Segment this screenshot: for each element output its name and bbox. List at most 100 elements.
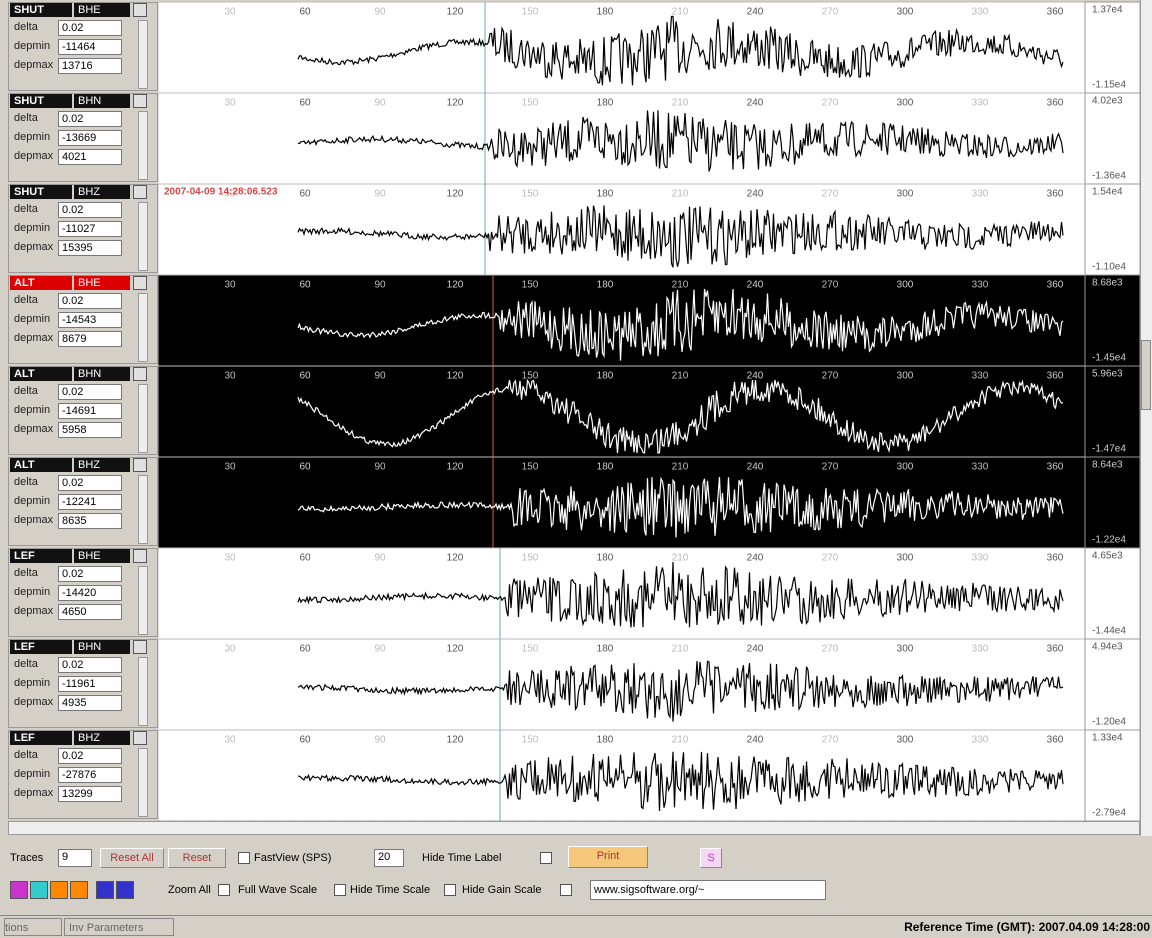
toolbar-button[interactable] [96,881,114,899]
field-value[interactable]: 0.02 [58,475,122,491]
s-button[interactable]: S [700,848,722,868]
time-tick-label: 60 [299,280,311,291]
field-label: delta [14,203,38,215]
field-value[interactable]: 0.02 [58,384,122,400]
channel-dropdown[interactable] [133,731,147,745]
panel-scrollbar [138,748,148,817]
field-value[interactable]: 5958 [58,422,122,438]
field-label: delta [14,749,38,761]
url-field[interactable]: www.sigsoftware.org/~ [590,880,826,900]
channel-dropdown[interactable] [133,458,147,472]
hide-time-scale-checkbox[interactable] [444,884,456,896]
field-value[interactable]: -11961 [58,676,122,692]
field-value[interactable]: 8635 [58,513,122,529]
field-value[interactable]: 0.02 [58,111,122,127]
field-value[interactable]: -14420 [58,585,122,601]
time-tick-label: 270 [822,98,839,109]
time-tick-label: 90 [374,7,386,18]
channel-dropdown[interactable] [133,3,147,17]
time-tick-label: 330 [972,189,989,200]
time-tick-label: 360 [1047,462,1064,473]
waveform [297,110,1064,172]
channel-label: BHN [74,367,130,381]
field-label: depmin [14,40,51,52]
field-value[interactable]: 0.02 [58,566,122,582]
field-value[interactable]: -14543 [58,312,122,328]
time-tick-label: 210 [672,644,689,655]
time-tick-label: 330 [972,98,989,109]
channel-dropdown[interactable] [133,367,147,381]
field-value[interactable]: 0.02 [58,202,122,218]
gain-top-label: 4.94e3 [1092,642,1123,653]
time-tick-label: 360 [1047,98,1064,109]
toolbar-button[interactable] [30,881,48,899]
traces-input[interactable]: 9 [58,849,92,867]
label: Traces [10,852,44,864]
waveform [297,751,1064,812]
gain-column [1084,638,1141,731]
field-value[interactable]: 0.02 [58,20,122,36]
time-tick-label: 330 [972,371,989,382]
field-value[interactable]: 4021 [58,149,122,165]
field-value[interactable]: 0.02 [58,748,122,764]
field-value[interactable]: 0.02 [58,657,122,673]
channel-dropdown[interactable] [133,94,147,108]
toolbar-button[interactable] [70,881,88,899]
time-tick-label: 240 [747,98,764,109]
fastview-checkbox[interactable] [238,852,250,864]
reset-all-button[interactable]: Reset All [100,848,164,868]
field-value[interactable]: -27876 [58,767,122,783]
hide-time-label-checkbox[interactable] [540,852,552,864]
field-value[interactable]: 8679 [58,331,122,347]
field-value[interactable]: -13669 [58,130,122,146]
toolbar-button[interactable] [50,881,68,899]
full-wave-checkbox[interactable] [334,884,346,896]
scroll-thumb[interactable] [1141,340,1151,410]
field-label: depmax [14,514,54,526]
status-tab[interactable]: Inv Parameters [64,918,174,936]
field-label: depmin [14,222,51,234]
field-value[interactable]: -12241 [58,494,122,510]
field-value[interactable]: -11027 [58,221,122,237]
field-value[interactable]: 13716 [58,58,122,74]
print-button[interactable]: Print [568,846,648,868]
toolbar-button[interactable] [116,881,134,899]
time-tick-label: 90 [374,280,386,291]
toolbar-button[interactable] [10,881,28,899]
field-value[interactable]: 13299 [58,786,122,802]
time-tick-label: 30 [224,189,236,200]
time-tick-label: 360 [1047,189,1064,200]
time-tick-label: 60 [299,7,311,18]
time-tick-label: 270 [822,280,839,291]
channel-dropdown[interactable] [133,549,147,563]
zoom-all-checkbox[interactable] [218,884,230,896]
time-tick-label: 180 [597,553,614,564]
panel-scrollbar [138,111,148,180]
field-value[interactable]: 4650 [58,604,122,620]
channel-dropdown[interactable] [133,185,147,199]
waveform [297,378,1064,454]
time-tick-label: 360 [1047,371,1064,382]
channel-dropdown[interactable] [133,276,147,290]
gain-top-label: 1.37e4 [1092,5,1123,16]
time-tick-label: 60 [299,98,311,109]
hide-gain-scale-checkbox[interactable] [560,884,572,896]
channel-dropdown[interactable] [133,640,147,654]
panel-scrollbar [138,20,148,89]
field-value[interactable]: -14691 [58,403,122,419]
field-value[interactable]: -11464 [58,39,122,55]
time-tick-label: 120 [447,735,464,746]
field-value[interactable]: 4935 [58,695,122,711]
time-tick-label: 90 [374,553,386,564]
gain-column [1084,92,1141,185]
status-bar [0,915,1152,938]
status-tab[interactable]: tions [4,918,62,936]
reset-button[interactable]: Reset [168,848,226,868]
time-tick-label: 360 [1047,280,1064,291]
panel-scrollbar [138,657,148,726]
field-value[interactable]: 15395 [58,240,122,256]
field-value[interactable]: 0.02 [58,293,122,309]
gain-top-label: 1.33e4 [1092,733,1123,744]
sps-input[interactable]: 20 [374,849,404,867]
time-tick-label: 150 [522,371,539,382]
